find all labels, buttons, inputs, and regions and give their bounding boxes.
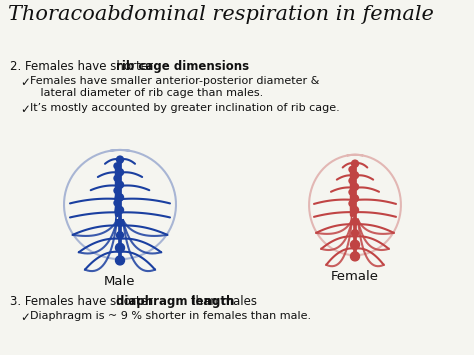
Circle shape xyxy=(114,187,120,193)
Circle shape xyxy=(352,218,358,225)
Text: 3. Females have shorter: 3. Females have shorter xyxy=(10,295,156,308)
Circle shape xyxy=(352,207,358,213)
Circle shape xyxy=(117,194,124,201)
Circle shape xyxy=(352,230,358,237)
Text: ✓: ✓ xyxy=(20,76,30,89)
Text: 2. Females have shorter: 2. Females have shorter xyxy=(10,60,157,73)
Text: Female: Female xyxy=(331,270,379,283)
Text: Females have smaller anterior-posterior diameter &
   lateral diameter of rib ca: Females have smaller anterior-posterior … xyxy=(30,76,319,98)
Circle shape xyxy=(349,178,355,184)
Circle shape xyxy=(117,219,124,226)
Text: diaphragm length: diaphragm length xyxy=(116,295,235,308)
Text: It’s mostly accounted by greater inclination of rib cage.: It’s mostly accounted by greater inclina… xyxy=(30,103,340,113)
Circle shape xyxy=(114,163,120,169)
Text: Diaphragm is ~ 9 % shorter in females than male.: Diaphragm is ~ 9 % shorter in females th… xyxy=(30,311,311,321)
Circle shape xyxy=(349,166,355,173)
Circle shape xyxy=(349,201,355,207)
Text: Male: Male xyxy=(104,275,136,288)
Circle shape xyxy=(352,183,358,190)
Circle shape xyxy=(114,200,120,206)
Text: than males: than males xyxy=(187,295,257,308)
Circle shape xyxy=(114,175,120,181)
Text: ✓: ✓ xyxy=(20,311,30,324)
Text: Thoracoabdominal respiration in female: Thoracoabdominal respiration in female xyxy=(8,5,434,24)
Circle shape xyxy=(352,195,358,202)
Circle shape xyxy=(117,156,124,163)
Circle shape xyxy=(117,207,124,213)
Circle shape xyxy=(116,243,125,252)
Circle shape xyxy=(349,189,355,195)
Circle shape xyxy=(117,169,124,176)
Circle shape xyxy=(116,256,125,265)
Circle shape xyxy=(350,240,359,249)
Circle shape xyxy=(117,181,124,188)
Circle shape xyxy=(350,252,359,261)
Text: rib cage dimensions: rib cage dimensions xyxy=(116,60,249,73)
Text: ✓: ✓ xyxy=(20,103,30,116)
Circle shape xyxy=(352,172,358,179)
Circle shape xyxy=(117,232,124,239)
Circle shape xyxy=(352,160,358,167)
